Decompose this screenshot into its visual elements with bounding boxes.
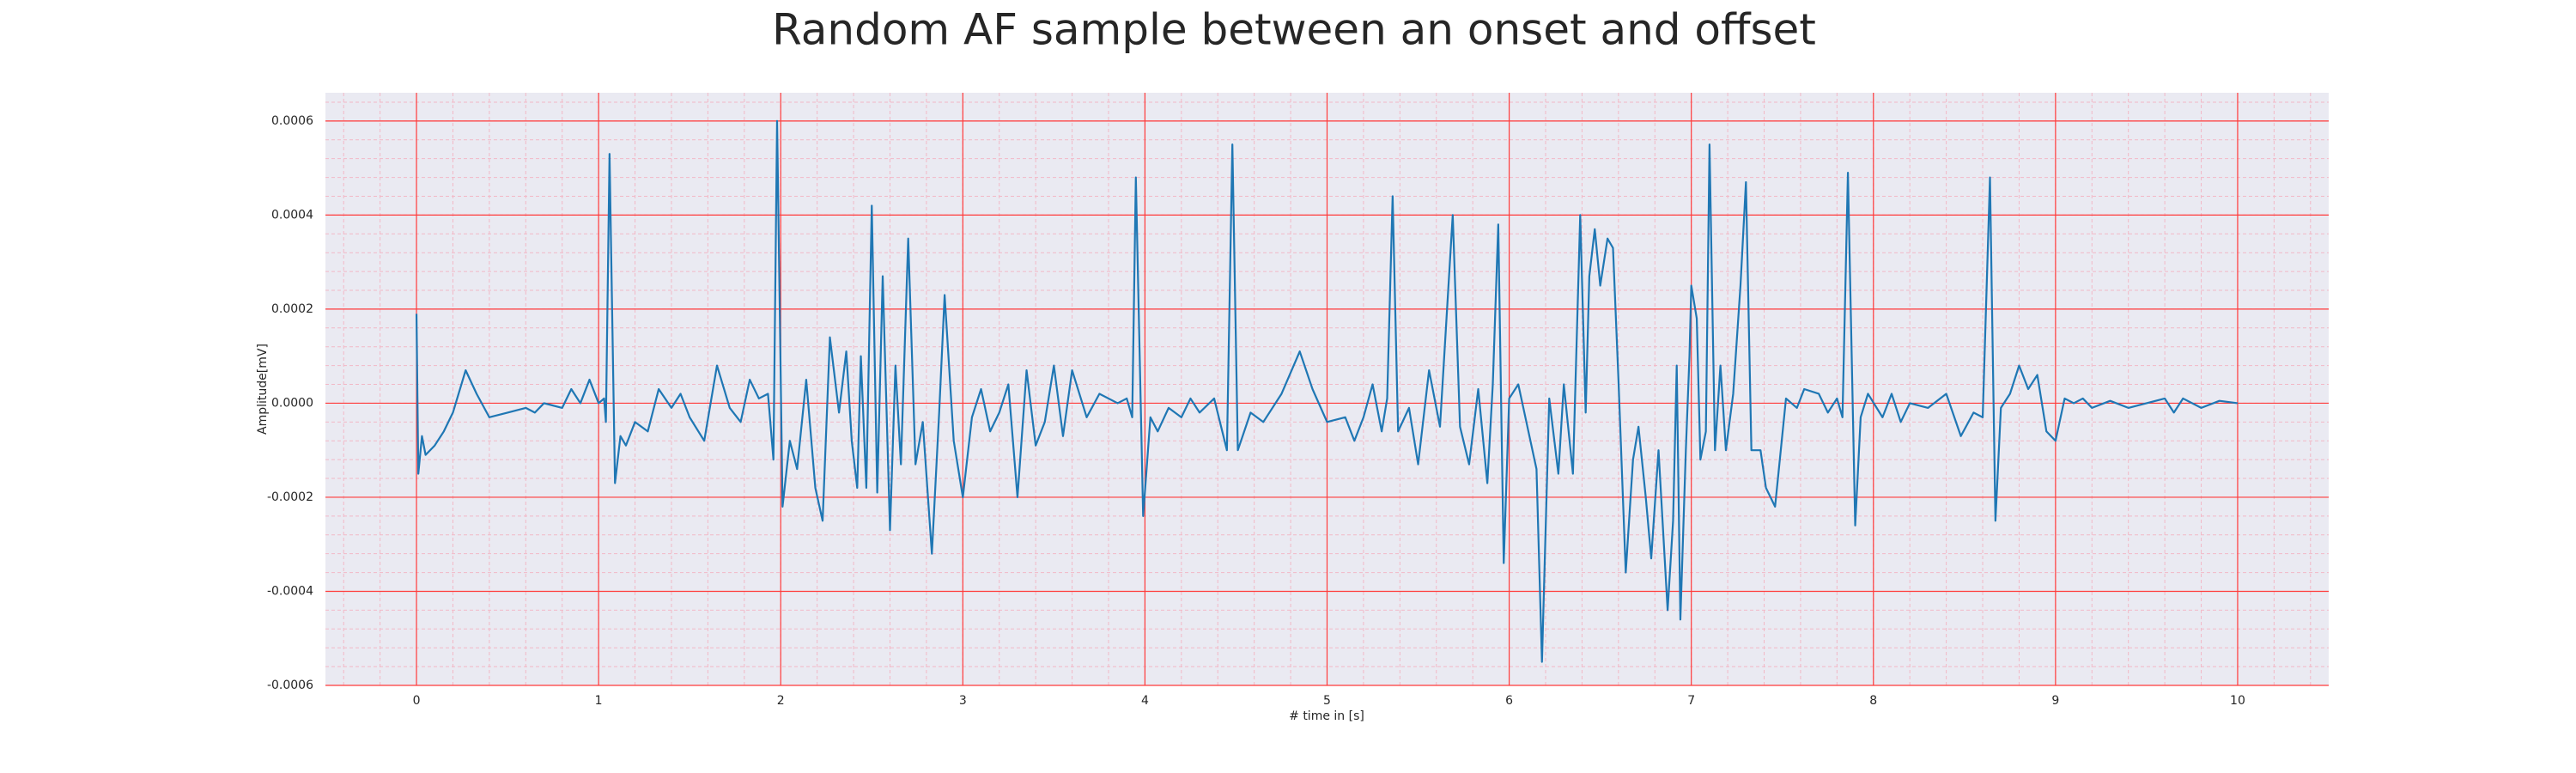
x-tick-label: 7 (1687, 694, 1695, 708)
y-tick-label: 0.0002 (271, 302, 313, 316)
y-tick-label: -0.0002 (267, 490, 313, 504)
x-tick-label: 8 (1869, 694, 1877, 708)
x-tick-label: 2 (777, 694, 785, 708)
x-tick-label: 0 (413, 694, 421, 708)
y-tick-label: 0.0006 (271, 114, 313, 128)
x-tick-label: 10 (2230, 694, 2245, 708)
x-axis-label: # time in [s] (1289, 709, 1364, 723)
data-line (415, 119, 2239, 663)
y-tick-label: -0.0006 (267, 679, 313, 692)
y-axis-label: Amplitude[mV] (256, 344, 270, 435)
x-tick-label: 9 (2051, 694, 2059, 708)
y-tick-label: 0.0000 (271, 396, 313, 410)
x-tick-label: 5 (1323, 694, 1331, 708)
x-tick-label: 4 (1141, 694, 1149, 708)
x-tick-label: 6 (1505, 694, 1513, 708)
x-tick-label: 3 (959, 694, 967, 708)
y-tick-label: 0.0004 (271, 208, 313, 222)
y-tick-label: -0.0004 (267, 584, 313, 598)
chart-title: Random AF sample between an onset and of… (772, 5, 1816, 55)
x-tick-label: 1 (595, 694, 603, 708)
plot-area (325, 93, 2329, 686)
